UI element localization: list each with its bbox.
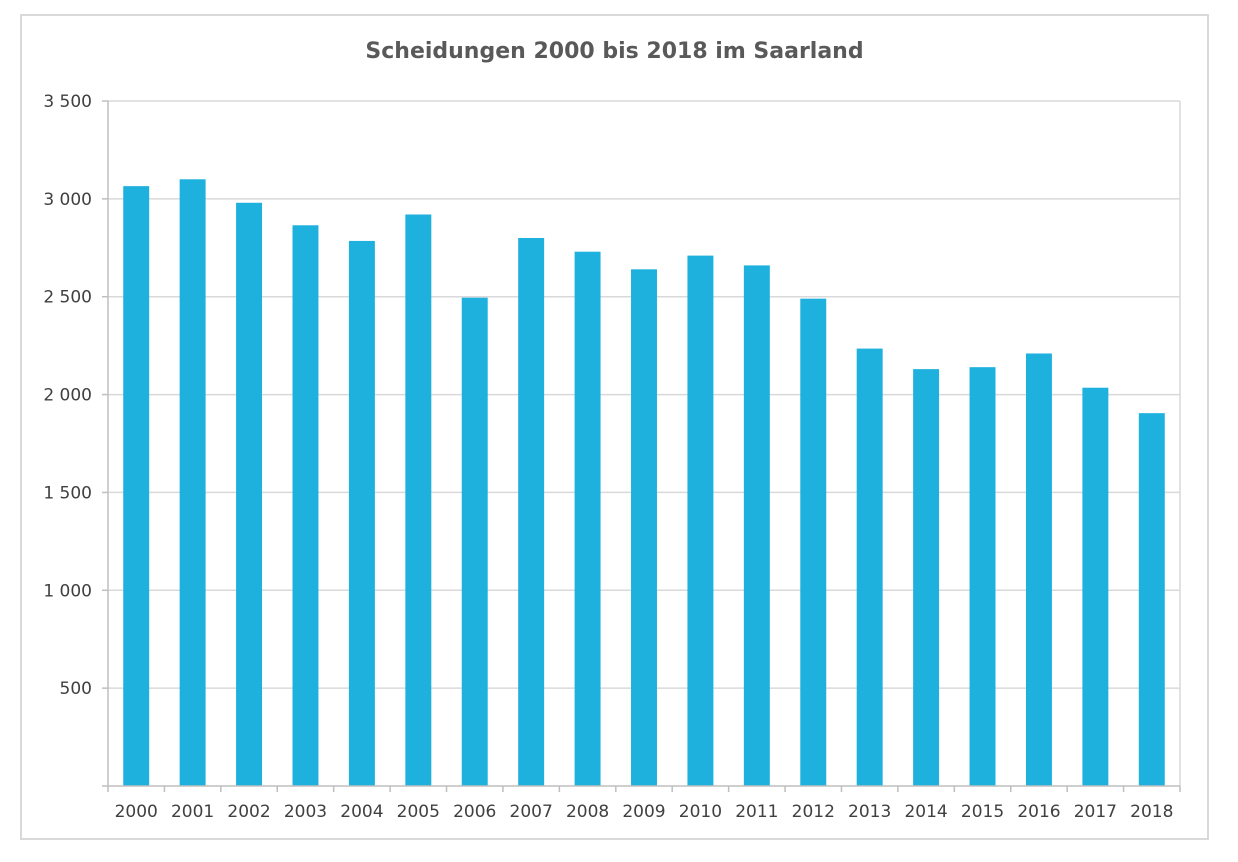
y-tick-label: 1 500 [43, 483, 92, 503]
x-tick-label: 2002 [227, 802, 270, 822]
bar-2002 [236, 202, 263, 786]
bar-2010 [687, 255, 714, 787]
bar-2012 [800, 298, 827, 786]
x-tick-label: 2008 [566, 802, 609, 822]
bar-2013 [856, 348, 883, 786]
y-tick-label: 2 500 [43, 288, 92, 308]
bar-2017 [1082, 387, 1109, 786]
y-tick-labels: 500 1 000 1 500 2 000 2 500 3 000 3 500 [43, 92, 92, 699]
y-tick-label: 3 000 [43, 190, 92, 210]
x-tick-label: 2013 [848, 802, 891, 822]
x-tick-label: 2009 [622, 802, 665, 822]
chart-frame [20, 14, 1209, 840]
y-tick-label: 3 500 [43, 92, 92, 112]
bar-2011 [743, 265, 770, 786]
x-tick-label: 2016 [1017, 802, 1060, 822]
bar-2015 [969, 367, 996, 786]
bar-2018 [1138, 413, 1165, 786]
x-tick-label: 2005 [397, 802, 440, 822]
x-tick-label: 2014 [904, 802, 947, 822]
y-tick-label: 2 000 [43, 386, 92, 406]
x-tick-label: 2006 [453, 802, 496, 822]
bar-2005 [405, 214, 432, 786]
y-tick-label: 500 [60, 679, 92, 699]
bars [123, 179, 1165, 787]
bar-2003 [292, 225, 319, 786]
bar-2007 [518, 238, 545, 786]
x-tick-label: 2001 [171, 802, 214, 822]
x-tick-label: 2007 [510, 802, 553, 822]
x-tick-labels: 2000 2001 2002 2003 2004 2005 2006 2007 2008 2009… [115, 802, 1174, 822]
bar-2014 [913, 369, 940, 786]
x-tick-label: 2003 [284, 802, 327, 822]
x-tick-label: 2010 [679, 802, 722, 822]
x-tick-label: 2004 [340, 802, 383, 822]
axes [102, 100, 1181, 792]
bar-2009 [631, 269, 657, 786]
bar-2000 [123, 186, 150, 786]
x-tick-label: 2012 [792, 802, 835, 822]
bar-2008 [574, 251, 601, 786]
x-tick-label: 2000 [115, 802, 158, 822]
x-tick-label: 2015 [961, 802, 1004, 822]
bar-2016 [1025, 353, 1052, 786]
y-tick-label: 1 000 [43, 581, 92, 601]
bar-2006 [461, 297, 488, 786]
chart-title: Scheidungen 2000 bis 2018 im Saarland [365, 39, 864, 64]
bar-2001 [179, 179, 206, 787]
x-tick-label: 2017 [1074, 802, 1117, 822]
x-tick-label: 2018 [1130, 802, 1173, 822]
bar-2004 [348, 240, 375, 786]
x-tick-label: 2011 [735, 802, 778, 822]
